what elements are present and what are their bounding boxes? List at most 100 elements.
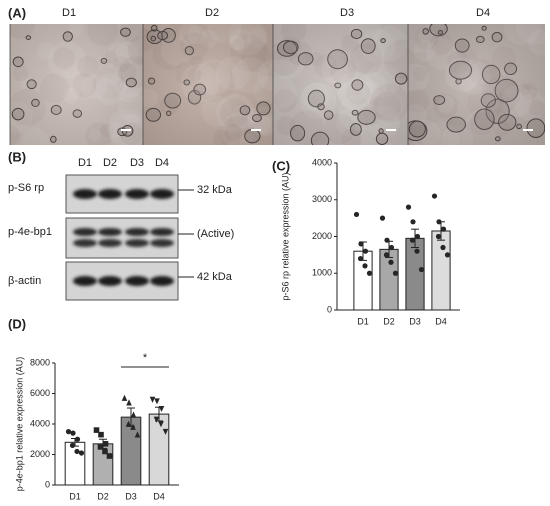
significance-label: * bbox=[143, 352, 148, 364]
marker-label: 32 kDa bbox=[197, 184, 233, 196]
data-point bbox=[98, 431, 104, 438]
micrograph bbox=[143, 24, 273, 145]
band bbox=[98, 189, 122, 199]
band bbox=[150, 239, 174, 247]
data-point bbox=[74, 436, 81, 442]
data-point bbox=[70, 430, 76, 436]
panel-label: (B) bbox=[8, 149, 26, 164]
lane-label: D4 bbox=[155, 157, 169, 169]
data-point bbox=[153, 416, 160, 423]
band bbox=[73, 228, 97, 236]
data-point bbox=[158, 405, 165, 413]
y-axis-label: p-4e-bp1 relative expression (AU) bbox=[14, 357, 24, 492]
data-point bbox=[379, 215, 386, 221]
band bbox=[73, 239, 97, 247]
lane-label: D2 bbox=[103, 157, 117, 169]
x-tick-label: D3 bbox=[125, 491, 137, 501]
x-tick-label: D4 bbox=[435, 316, 447, 326]
data-point bbox=[158, 421, 164, 428]
data-point bbox=[357, 255, 364, 262]
data-point bbox=[440, 244, 446, 251]
band bbox=[73, 189, 97, 199]
band bbox=[125, 239, 149, 247]
bar bbox=[120, 416, 142, 486]
marker-label: (Active) bbox=[197, 228, 234, 240]
x-tick-label: D4 bbox=[153, 491, 165, 501]
bar bbox=[148, 413, 170, 486]
vignette bbox=[10, 24, 143, 145]
data-point bbox=[65, 429, 72, 435]
x-tick-label: D1 bbox=[69, 491, 81, 501]
y-tick-label: 4000 bbox=[312, 157, 332, 167]
vignette bbox=[273, 24, 408, 145]
row-label: β-actin bbox=[8, 275, 41, 287]
lane-label: D3 bbox=[130, 157, 144, 169]
y-tick-label: 0 bbox=[327, 304, 332, 314]
lane-label: D1 bbox=[78, 157, 92, 169]
band bbox=[98, 228, 122, 236]
image-label: D3 bbox=[340, 7, 354, 19]
bar bbox=[405, 237, 425, 311]
image-label: D4 bbox=[476, 7, 490, 19]
data-point bbox=[353, 211, 360, 218]
data-point bbox=[414, 248, 420, 254]
bar bbox=[431, 230, 451, 311]
y-tick-label: 3000 bbox=[312, 194, 332, 204]
micrograph bbox=[408, 24, 545, 145]
band bbox=[125, 228, 149, 236]
image-label: D1 bbox=[62, 7, 76, 19]
marker-label: 42 kDa bbox=[197, 271, 233, 283]
data-point bbox=[405, 204, 412, 210]
image-label: D2 bbox=[205, 7, 219, 19]
vignette bbox=[143, 24, 273, 145]
data-point bbox=[414, 233, 421, 240]
data-point bbox=[121, 394, 128, 401]
panel-label: (C) bbox=[272, 158, 290, 173]
band bbox=[98, 239, 122, 247]
data-point bbox=[440, 226, 447, 232]
y-tick-label: 0 bbox=[45, 479, 50, 489]
y-axis-label: p-S6 rp relative expression (AU) bbox=[280, 172, 290, 300]
band bbox=[150, 189, 174, 199]
data-point bbox=[102, 448, 108, 455]
data-point bbox=[130, 411, 137, 418]
x-tick-label: D2 bbox=[383, 316, 395, 326]
row-label: p-S6 rp bbox=[8, 182, 44, 194]
x-tick-label: D2 bbox=[97, 491, 109, 501]
data-point bbox=[436, 219, 442, 225]
data-point bbox=[162, 428, 169, 435]
data-point bbox=[78, 450, 85, 456]
data-point bbox=[444, 252, 451, 258]
data-point bbox=[106, 453, 113, 459]
panel-label: (D) bbox=[8, 316, 26, 331]
data-point bbox=[69, 442, 76, 448]
panel-label: (A) bbox=[8, 5, 26, 20]
data-point bbox=[388, 244, 395, 251]
data-point bbox=[130, 423, 136, 430]
data-point bbox=[366, 270, 373, 276]
data-point bbox=[97, 444, 104, 450]
y-tick-label: 6000 bbox=[30, 388, 50, 398]
band bbox=[98, 276, 122, 286]
data-point bbox=[362, 263, 368, 269]
data-point bbox=[410, 219, 416, 225]
x-tick-label: D3 bbox=[409, 316, 421, 326]
data-point bbox=[358, 241, 364, 247]
bar bbox=[64, 441, 86, 486]
error-bar bbox=[411, 228, 419, 249]
band bbox=[125, 189, 149, 199]
blot bbox=[65, 217, 179, 259]
data-point bbox=[362, 248, 369, 254]
data-point bbox=[125, 420, 132, 427]
vignette bbox=[408, 24, 545, 145]
data-point bbox=[392, 270, 399, 276]
y-tick-label: 2000 bbox=[30, 449, 50, 459]
y-tick-label: 8000 bbox=[30, 357, 50, 367]
data-point bbox=[126, 399, 132, 406]
band bbox=[125, 276, 149, 286]
y-tick-label: 1000 bbox=[312, 268, 332, 278]
y-tick-label: 4000 bbox=[30, 418, 50, 428]
y-tick-label: 2000 bbox=[312, 231, 332, 241]
band bbox=[150, 228, 174, 236]
data-point bbox=[388, 259, 394, 265]
